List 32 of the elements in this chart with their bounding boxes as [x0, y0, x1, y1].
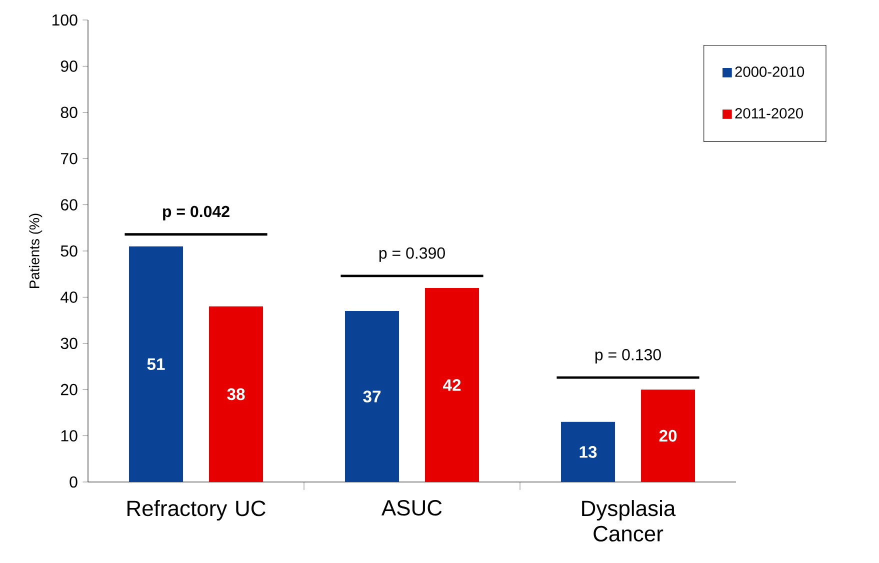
bar: [209, 306, 264, 482]
y-tick-label: 60: [60, 199, 78, 210]
data-label: 42: [442, 379, 461, 391]
data-label: 37: [363, 390, 381, 402]
legend-label: 2000-2010: [735, 66, 804, 77]
legend-label: 2011-2020: [735, 108, 803, 118]
y-tick-label: 80: [60, 106, 78, 118]
y-tick-label: 0: [70, 476, 78, 488]
y-tick-label: 50: [60, 245, 78, 257]
bar: [641, 390, 695, 482]
y-axis-title: Patients (%): [29, 214, 42, 288]
data-label: 13: [580, 446, 597, 458]
annotation: p = 0.390: [379, 247, 445, 262]
data-label: 38: [227, 388, 245, 400]
bar: [345, 311, 400, 482]
x-tick-label: Dysplasia Cancer: [582, 500, 676, 542]
y-tick-label: 20: [60, 384, 78, 396]
bar: [425, 288, 479, 482]
bar: [129, 246, 184, 482]
y-tick-label: 100: [52, 14, 78, 26]
data-label: 51: [147, 358, 165, 370]
annotation: p = 0.042: [163, 206, 230, 220]
y-tick-label: 90: [60, 60, 78, 72]
y-tick-label: 10: [61, 430, 78, 442]
annotation: p = 0.130: [595, 349, 661, 364]
bar: [561, 422, 615, 482]
y-tick-label: 30: [60, 338, 78, 350]
x-tick-label: ASUC: [381, 500, 442, 516]
y-tick-label: 40: [60, 292, 78, 303]
data-label: 20: [659, 430, 677, 442]
x-tick-label: Refractory UC: [128, 500, 266, 521]
y-tick-label: 70: [60, 152, 78, 164]
